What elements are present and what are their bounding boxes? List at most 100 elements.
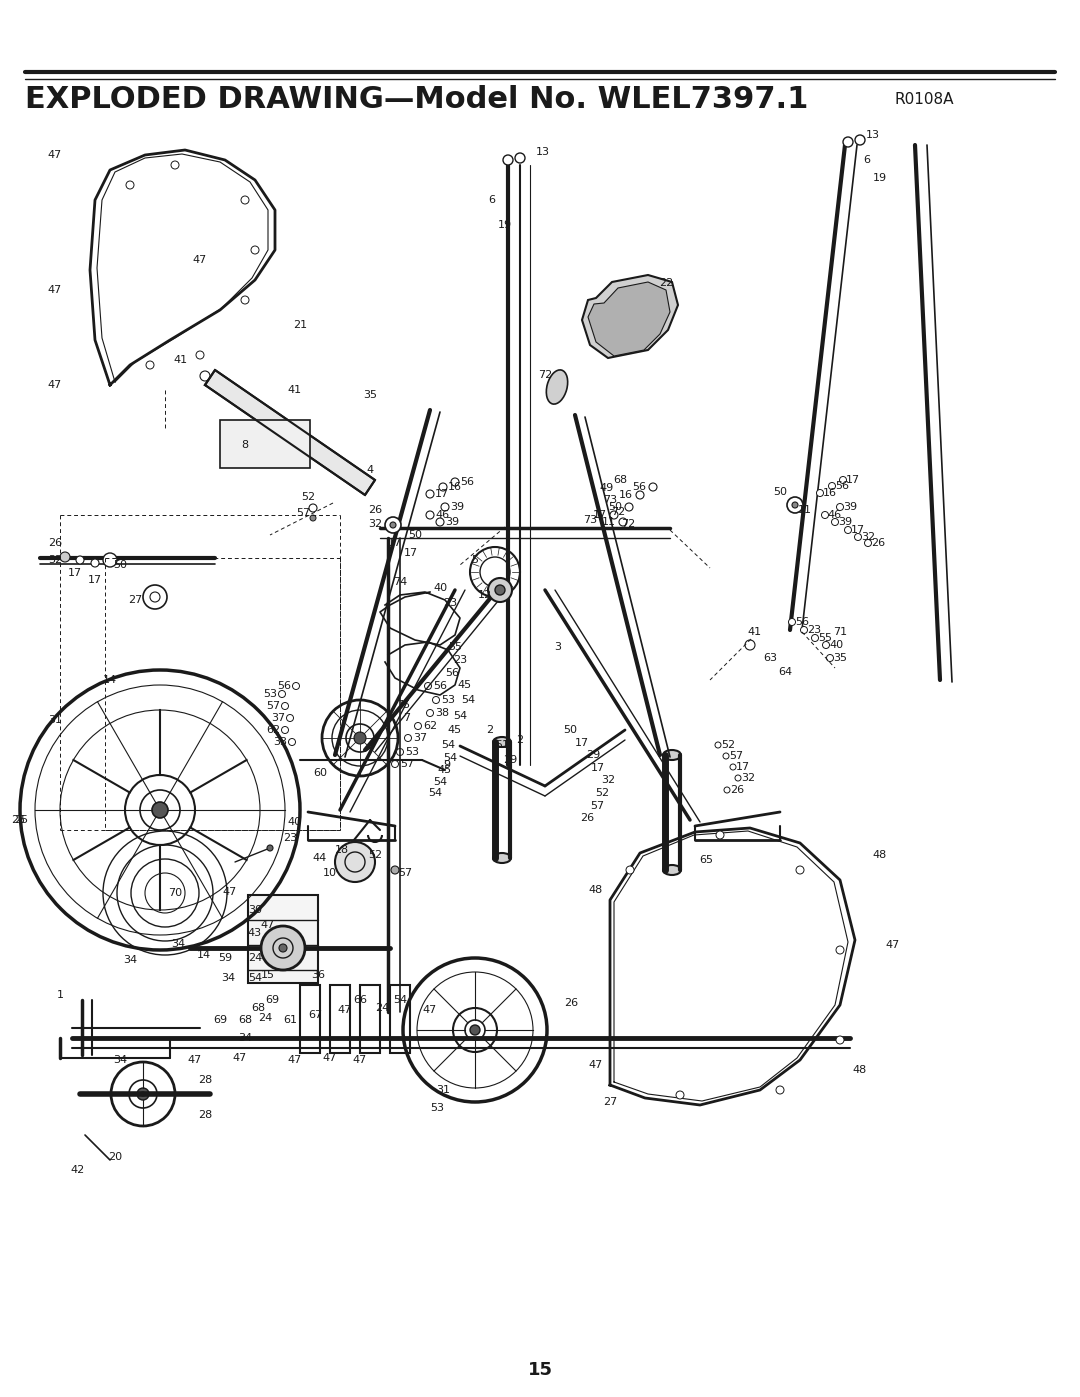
Circle shape	[279, 690, 285, 697]
Text: 45: 45	[437, 766, 453, 775]
Text: 47: 47	[589, 1060, 603, 1070]
Text: 47: 47	[193, 256, 207, 265]
Circle shape	[267, 845, 273, 851]
Text: 46: 46	[435, 510, 449, 520]
Circle shape	[649, 483, 657, 490]
Text: 21: 21	[293, 320, 307, 330]
Text: 42: 42	[71, 1165, 85, 1175]
Circle shape	[845, 527, 851, 534]
Circle shape	[788, 619, 796, 626]
Text: 23: 23	[453, 655, 467, 665]
Text: 56: 56	[445, 668, 459, 678]
Text: 52: 52	[301, 492, 315, 502]
Text: EXPLODED DRAWING—Model No. WLEL7397.1: EXPLODED DRAWING—Model No. WLEL7397.1	[25, 85, 808, 115]
Circle shape	[91, 559, 99, 567]
Circle shape	[391, 866, 399, 875]
Circle shape	[282, 703, 288, 710]
Circle shape	[426, 511, 434, 520]
Text: 17: 17	[87, 576, 103, 585]
Text: 54: 54	[433, 777, 447, 787]
Text: 15: 15	[261, 970, 275, 981]
Text: 16: 16	[619, 490, 633, 500]
Text: 9: 9	[444, 760, 450, 770]
Text: 47: 47	[48, 285, 63, 295]
Circle shape	[610, 511, 618, 520]
Text: 57: 57	[296, 509, 310, 518]
Circle shape	[854, 534, 862, 541]
Text: 41: 41	[288, 386, 302, 395]
Text: 31: 31	[436, 1085, 450, 1095]
Text: 72: 72	[621, 520, 635, 529]
Text: 68: 68	[613, 475, 627, 485]
Text: 39: 39	[842, 502, 858, 511]
Polygon shape	[205, 370, 375, 495]
Text: 34: 34	[123, 956, 137, 965]
Text: 47: 47	[188, 1055, 202, 1065]
Text: 52: 52	[368, 849, 382, 861]
Text: 17: 17	[591, 763, 605, 773]
Circle shape	[76, 556, 84, 564]
Text: 47: 47	[323, 1053, 337, 1063]
Circle shape	[152, 802, 168, 819]
Text: 64: 64	[778, 666, 792, 678]
Circle shape	[745, 640, 755, 650]
Text: 12: 12	[478, 590, 492, 599]
Bar	[360, 985, 380, 1053]
Text: 28: 28	[198, 1111, 212, 1120]
Text: 34: 34	[238, 1032, 252, 1044]
Circle shape	[836, 1037, 843, 1044]
Text: 7: 7	[404, 712, 410, 724]
Text: 23: 23	[443, 598, 457, 608]
Circle shape	[811, 634, 819, 641]
Text: 8: 8	[242, 440, 248, 450]
Text: 47: 47	[886, 940, 900, 950]
Polygon shape	[588, 282, 670, 356]
Text: 15: 15	[527, 1361, 553, 1379]
Circle shape	[828, 482, 836, 489]
Circle shape	[441, 503, 449, 511]
Circle shape	[384, 517, 401, 534]
Text: 32: 32	[48, 555, 62, 564]
Text: 28: 28	[198, 1076, 212, 1085]
Text: 56: 56	[460, 476, 474, 488]
Circle shape	[126, 182, 134, 189]
Text: 32: 32	[368, 520, 382, 529]
Circle shape	[424, 683, 432, 690]
Text: 53: 53	[405, 747, 419, 757]
Text: 17: 17	[388, 538, 402, 548]
Circle shape	[436, 518, 444, 527]
Text: 23: 23	[283, 833, 297, 842]
Text: 37: 37	[413, 733, 427, 743]
Text: 56: 56	[632, 482, 646, 492]
Circle shape	[832, 518, 838, 525]
Text: 39: 39	[445, 517, 459, 527]
Circle shape	[146, 360, 154, 369]
Text: 19: 19	[498, 219, 512, 231]
Text: 43: 43	[248, 928, 262, 937]
Circle shape	[735, 775, 741, 781]
Circle shape	[715, 742, 721, 747]
Text: 27: 27	[127, 595, 143, 605]
Text: 32: 32	[741, 773, 755, 782]
Text: 54: 54	[248, 972, 262, 983]
Text: 1: 1	[56, 990, 64, 1000]
Circle shape	[855, 136, 865, 145]
Text: 36: 36	[311, 970, 325, 981]
Circle shape	[730, 764, 735, 770]
Text: 17: 17	[851, 525, 865, 535]
Text: 45: 45	[448, 725, 462, 735]
Circle shape	[335, 842, 375, 882]
Text: 46: 46	[828, 510, 842, 520]
Text: 13: 13	[866, 130, 880, 140]
Text: 17: 17	[404, 548, 418, 557]
Circle shape	[391, 760, 399, 767]
Text: 26: 26	[870, 538, 886, 548]
Text: 24: 24	[375, 1003, 389, 1013]
Circle shape	[676, 1091, 684, 1099]
Circle shape	[60, 552, 70, 562]
Circle shape	[286, 714, 294, 721]
Text: 55: 55	[448, 643, 462, 652]
Circle shape	[137, 1088, 149, 1099]
Text: 47: 47	[48, 149, 63, 161]
Circle shape	[515, 154, 525, 163]
